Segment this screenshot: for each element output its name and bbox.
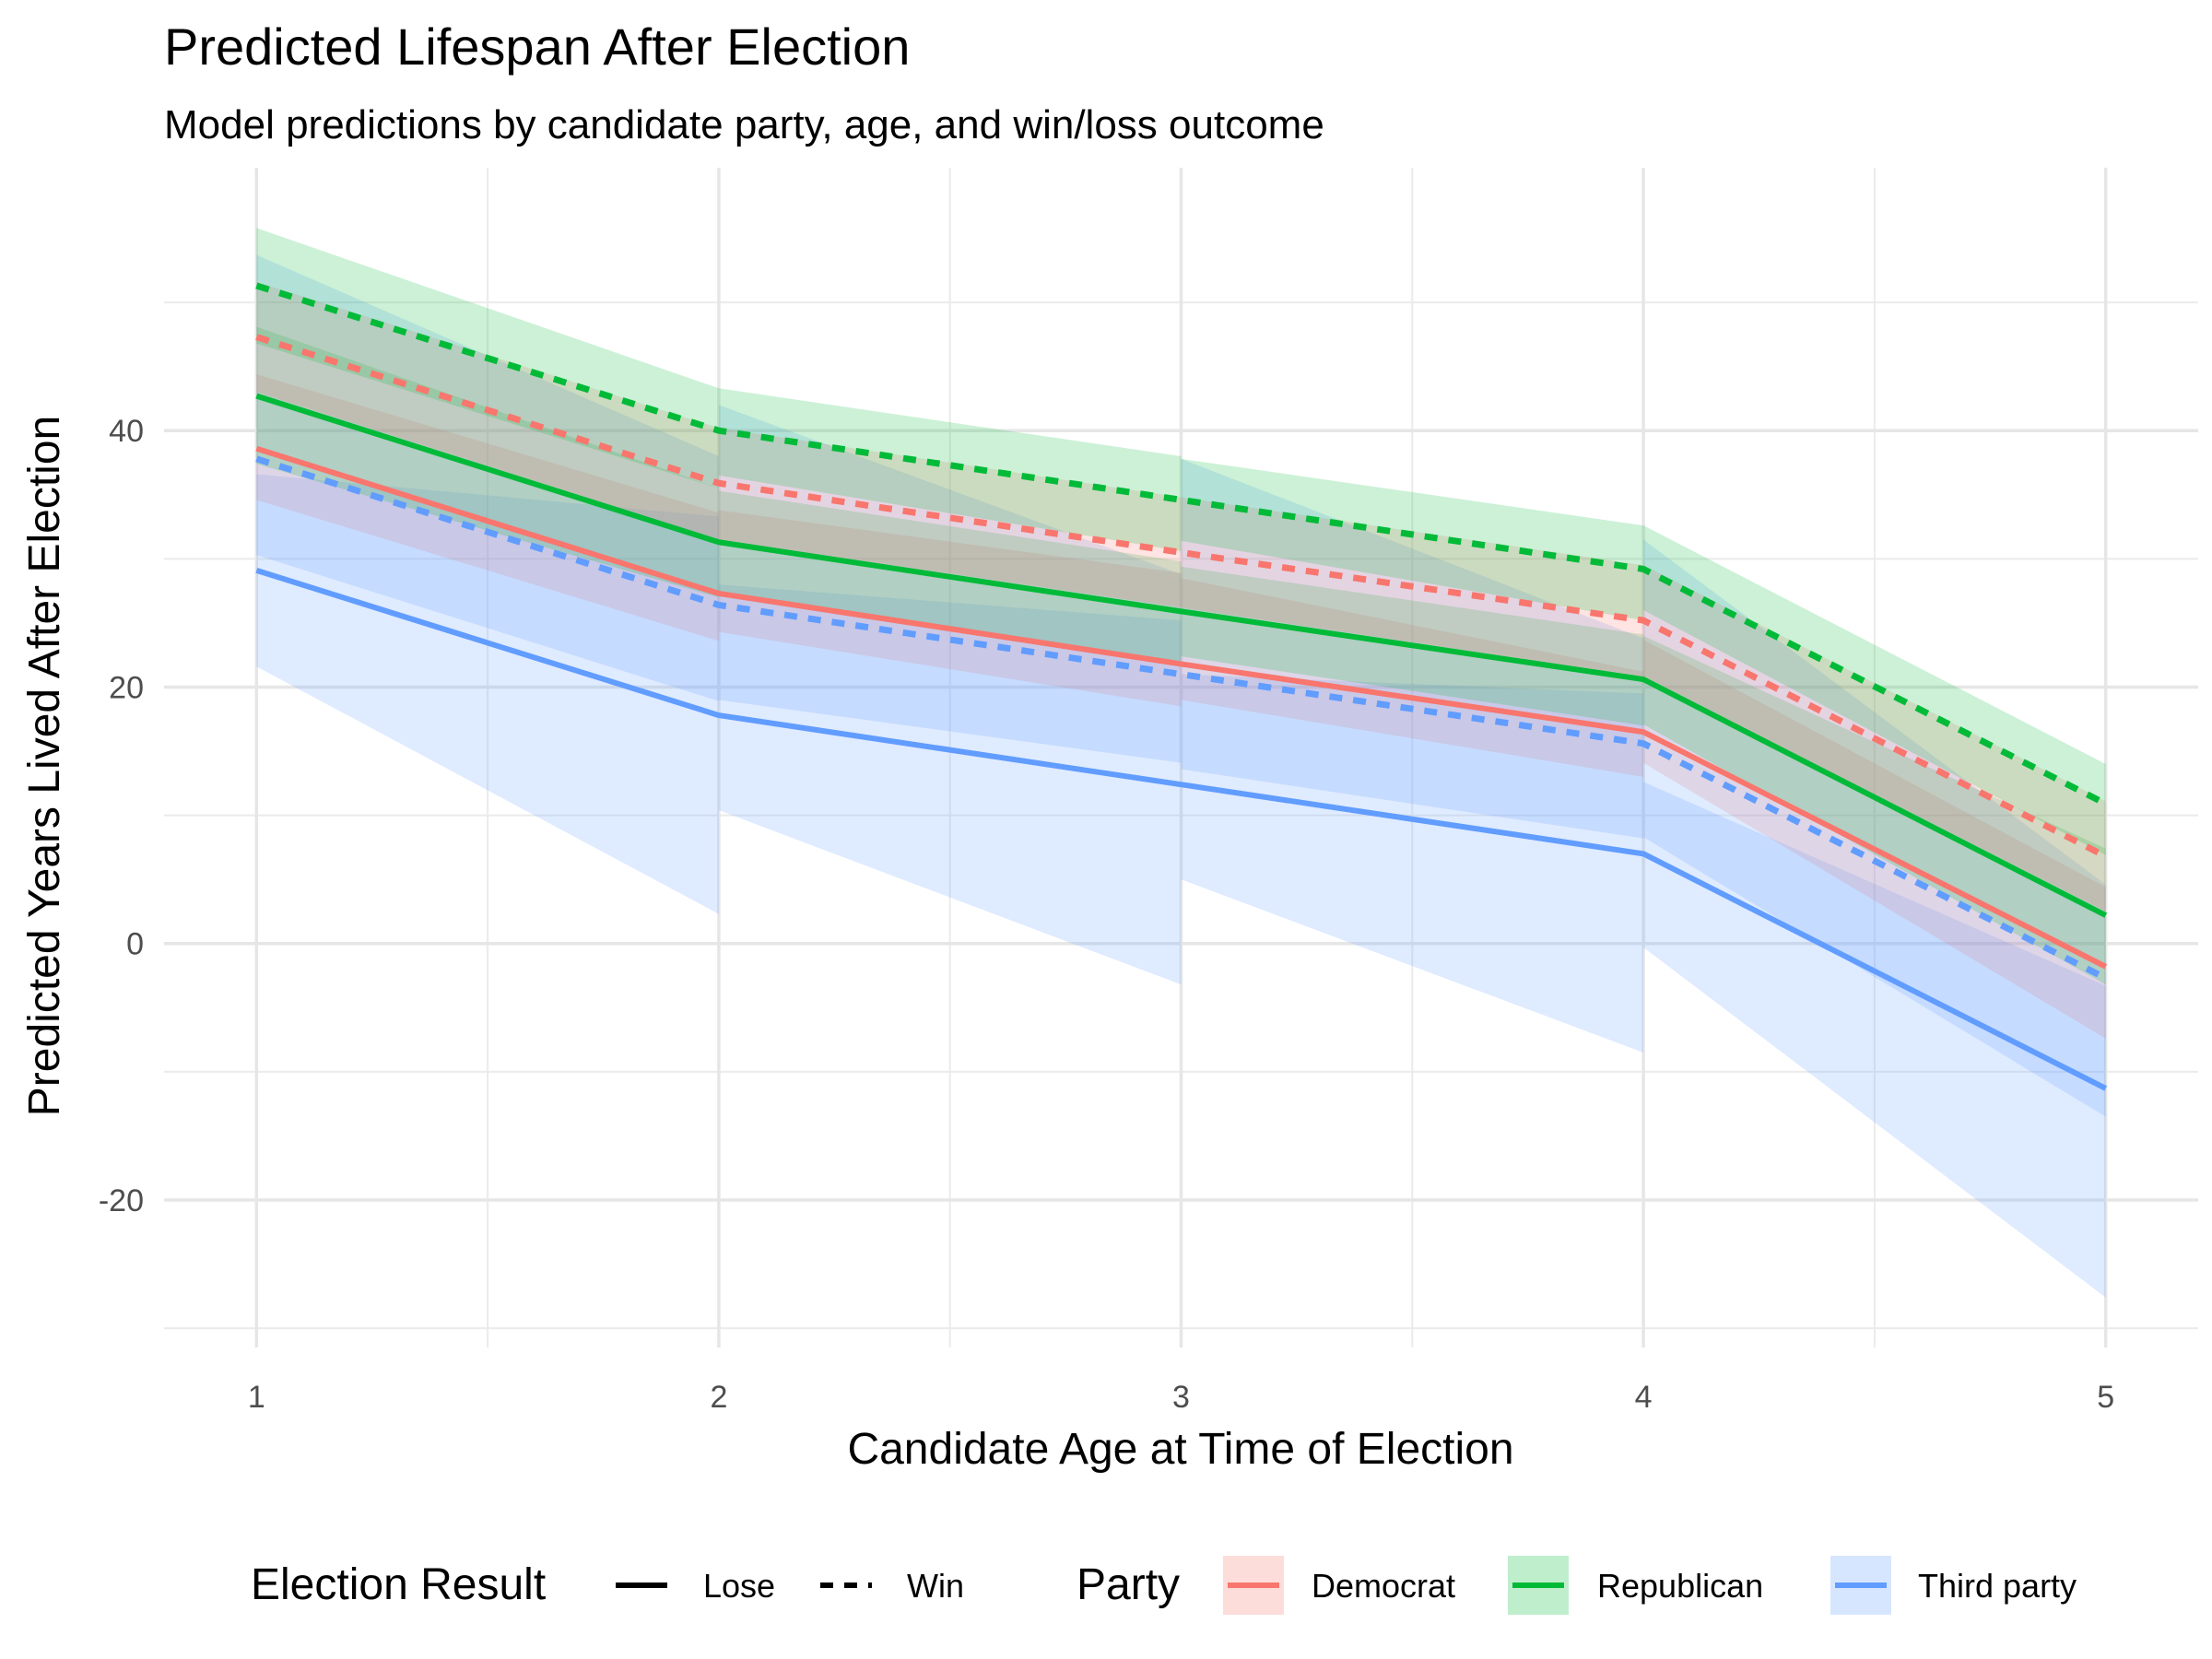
- legend-party-title: Party: [1077, 1560, 1180, 1609]
- legend-label-lose: Lose: [703, 1567, 775, 1605]
- ribbon-third-party-lose: [718, 584, 1182, 985]
- legend-party-items: Democrat Republican Third party: [1223, 1556, 2077, 1615]
- ribbon-third-party-win: [718, 405, 1182, 763]
- x-tick-label: 1: [248, 1380, 265, 1415]
- x-tick-label: 3: [1172, 1380, 1190, 1415]
- x-tick-labels: 1 2 3 4 5: [248, 1380, 2114, 1415]
- x-tick-label: 2: [710, 1380, 727, 1415]
- ribbon-democrat-win: [718, 428, 1182, 608]
- ribbon-republican-lose: [1643, 635, 2106, 985]
- y-tick-label: 40: [109, 414, 144, 449]
- y-tick-label: 20: [109, 670, 144, 705]
- line-third-party-win: [255, 455, 2108, 982]
- legend-result-items: Lose Win: [616, 1567, 964, 1605]
- y-tick-label: -20: [99, 1183, 144, 1218]
- ribbon-democrat-lose: [256, 374, 719, 641]
- ribbon-republican-win: [1643, 525, 2106, 855]
- legend-label-democrat: Democrat: [1312, 1567, 1455, 1605]
- series-lines: [255, 282, 2108, 1091]
- legend: Election Result Lose Win Party Democrat Re…: [251, 1556, 2077, 1615]
- legend-label-win: Win: [907, 1567, 964, 1605]
- line-third-party-lose: [255, 568, 2108, 1091]
- x-tick-label: 5: [2097, 1380, 2114, 1415]
- line-democrat-win: [255, 334, 2108, 860]
- line-democrat-lose: [255, 445, 2108, 970]
- ribbon-third-party-win: [256, 254, 719, 701]
- chart-title: Predicted Lifespan After Election: [164, 18, 910, 76]
- ribbon-third-party-win: [1643, 539, 2106, 1117]
- ribbon-republican-win: [1181, 458, 1644, 621]
- y-tick-label: 0: [126, 927, 144, 962]
- grid: [164, 168, 2198, 1347]
- y-tick-labels: -20 0 20 40: [99, 414, 144, 1218]
- ribbon-republican-win: [718, 388, 1182, 551]
- ribbon-third-party-lose: [256, 474, 719, 914]
- legend-result-title: Election Result: [251, 1560, 546, 1609]
- x-tick-label: 4: [1635, 1380, 1653, 1415]
- legend-label-republican: Republican: [1597, 1567, 1763, 1605]
- ribbon-third-party-win: [1181, 458, 1644, 839]
- x-axis-title: Candidate Age at Time of Election: [847, 1425, 1513, 1474]
- y-axis-title: Predicted Years Lived After Election: [20, 416, 69, 1116]
- ribbon-republican-lose: [256, 326, 719, 598]
- legend-label-third-party: Third party: [1918, 1567, 2077, 1605]
- line-republican-lose: [255, 393, 2108, 918]
- chart-subtitle: Model predictions by candidate party, ag…: [164, 102, 1324, 147]
- ribbon-third-party-lose: [1181, 674, 1644, 1053]
- line-republican-win: [255, 282, 2108, 807]
